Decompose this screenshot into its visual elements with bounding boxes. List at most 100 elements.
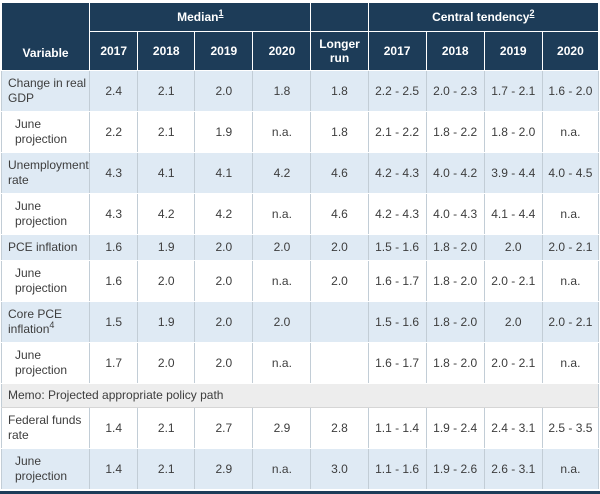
central-tendency-value-cell: 1.1 - 1.4 bbox=[367, 407, 427, 449]
central-tendency-value-cell: 1.8 - 2.0 bbox=[483, 111, 543, 153]
spacer-header-cell bbox=[310, 2, 369, 32]
median-value-cell: 1.6 bbox=[89, 260, 139, 302]
central-tendency-value-cell: 2.4 - 3.1 bbox=[483, 407, 543, 449]
median-value-cell: 2.0 bbox=[252, 301, 312, 343]
central-tendency-value-cell: 1.6 - 1.7 bbox=[367, 342, 427, 384]
row-label: Change in real GDP bbox=[0, 70, 91, 112]
median-value-cell: 4.2 bbox=[252, 152, 312, 194]
central-tendency-value-cell: 2.0 bbox=[483, 234, 543, 261]
median-group-label: Median bbox=[177, 10, 219, 24]
median-value-cell: 4.3 bbox=[89, 193, 139, 235]
table-row: June projection 1.7 2.0 2.0 n.a. 1.6 - 1.7 1.8… bbox=[0, 342, 600, 384]
median-value-cell: 1.6 bbox=[89, 234, 139, 261]
median-group-header: Median1 bbox=[89, 2, 312, 32]
median-value-cell: n.a. bbox=[252, 448, 312, 490]
median-value-cell: 2.4 bbox=[89, 70, 139, 112]
central-tendency-group-header: Central tendency2 bbox=[367, 2, 600, 32]
ct-year-header-2019: 2019 bbox=[483, 31, 543, 71]
median-value-cell: 1.9 bbox=[137, 234, 196, 261]
median-value-cell: 4.6 bbox=[310, 193, 369, 235]
median-value-cell: 1.4 bbox=[89, 448, 139, 490]
table-row: June projection 2.2 2.1 1.9 n.a. 1.8 2.1 - 2.2… bbox=[0, 111, 600, 153]
median-value-cell: 4.1 bbox=[194, 152, 254, 194]
median-value-cell: 4.1 bbox=[137, 152, 196, 194]
table-row: June projection 1.4 2.1 2.9 n.a. 3.0 1.1 - 1.6… bbox=[0, 448, 600, 490]
median-value-cell: 1.9 bbox=[137, 301, 196, 343]
median-value-cell: 2.1 bbox=[137, 111, 196, 153]
footnote-link-1[interactable]: 1 bbox=[218, 8, 224, 18]
median-value-cell: 2.1 bbox=[137, 448, 196, 490]
table-row: Federal funds rate 1.4 2.1 2.7 2.9 2.8 1.1 - 1… bbox=[0, 407, 600, 449]
median-year-header-2019: 2019 bbox=[194, 31, 254, 71]
central-tendency-value-cell: 4.2 - 4.3 bbox=[367, 193, 427, 235]
median-value-cell: n.a. bbox=[252, 193, 312, 235]
median-value-cell: 1.4 bbox=[89, 407, 139, 449]
central-tendency-value-cell: n.a. bbox=[541, 193, 600, 235]
median-year-header-2017: 2017 bbox=[89, 31, 139, 71]
central-tendency-value-cell: 2.1 - 2.2 bbox=[367, 111, 427, 153]
footnote-link-2[interactable]: 2 bbox=[529, 8, 535, 18]
row-label: Unemployment rate bbox=[0, 152, 91, 194]
central-tendency-value-cell: 2.0 - 2.1 bbox=[541, 234, 600, 261]
median-value-cell: 1.7 bbox=[89, 342, 139, 384]
median-value-cell: 2.0 bbox=[310, 234, 369, 261]
median-value-cell: n.a. bbox=[252, 260, 312, 302]
central-tendency-value-cell: 1.9 - 2.4 bbox=[425, 407, 485, 449]
median-value-cell bbox=[310, 301, 369, 343]
row-label: PCE inflation bbox=[0, 234, 91, 261]
central-tendency-value-cell: 1.8 - 2.0 bbox=[425, 301, 485, 343]
median-value-cell bbox=[310, 342, 369, 384]
row-label: June projection bbox=[0, 342, 91, 384]
median-year-header-2018: 2018 bbox=[137, 31, 196, 71]
central-tendency-value-cell: 1.5 - 1.6 bbox=[367, 234, 427, 261]
median-value-cell: 4.2 bbox=[137, 193, 196, 235]
central-tendency-value-cell: n.a. bbox=[541, 260, 600, 302]
median-value-cell: 1.8 bbox=[310, 70, 369, 112]
row-label: Core PCE inflation4 bbox=[0, 301, 91, 343]
row-label: June projection bbox=[0, 111, 91, 153]
variable-column-header: Variable bbox=[0, 2, 91, 71]
median-value-cell: 2.0 bbox=[194, 301, 254, 343]
central-tendency-value-cell: 1.5 - 1.6 bbox=[367, 301, 427, 343]
central-tendency-value-cell: 1.8 - 2.0 bbox=[425, 342, 485, 384]
table-row: Core PCE inflation4 1.5 1.9 2.0 2.0 1.5 - 1.6… bbox=[0, 301, 600, 343]
median-value-cell: 2.0 bbox=[194, 70, 254, 112]
central-tendency-value-cell: 3.9 - 4.4 bbox=[483, 152, 543, 194]
median-value-cell: n.a. bbox=[252, 342, 312, 384]
median-value-cell: 2.0 bbox=[194, 260, 254, 302]
central-tendency-value-cell: 1.9 - 2.6 bbox=[425, 448, 485, 490]
median-value-cell: 2.9 bbox=[252, 407, 312, 449]
memo-label: Memo: Projected appropriate policy path bbox=[1, 383, 599, 408]
median-value-cell: 3.0 bbox=[310, 448, 369, 490]
table-row: PCE inflation 1.6 1.9 2.0 2.0 2.0 1.5 - 1.6 1.8… bbox=[0, 234, 600, 261]
central-tendency-value-cell: 1.8 - 2.0 bbox=[425, 260, 485, 302]
ct-year-header-2017: 2017 bbox=[367, 31, 427, 71]
row-label: June projection bbox=[0, 193, 91, 235]
central-tendency-value-cell: 2.2 - 2.5 bbox=[367, 70, 427, 112]
central-tendency-group-label: Central tendency bbox=[432, 10, 530, 24]
ct-year-header-2018: 2018 bbox=[425, 31, 485, 71]
median-value-cell: 4.6 bbox=[310, 152, 369, 194]
table-bottom-rule bbox=[0, 491, 600, 494]
median-value-cell: 2.0 bbox=[137, 260, 196, 302]
table-row: June projection 4.3 4.2 4.2 n.a. 4.6 4.2 - 4.3… bbox=[0, 193, 600, 235]
memo-row: Memo: Projected appropriate policy path bbox=[1, 383, 599, 408]
central-tendency-value-cell: n.a. bbox=[541, 448, 600, 490]
central-tendency-value-cell: n.a. bbox=[541, 342, 600, 384]
central-tendency-value-cell: 1.6 - 1.7 bbox=[367, 260, 427, 302]
median-value-cell: 2.0 bbox=[310, 260, 369, 302]
median-value-cell: 1.8 bbox=[252, 70, 312, 112]
median-value-cell: 2.8 bbox=[310, 407, 369, 449]
central-tendency-value-cell: 2.0 - 2.3 bbox=[425, 70, 485, 112]
central-tendency-value-cell: 2.0 - 2.1 bbox=[483, 260, 543, 302]
median-value-cell: 2.0 bbox=[194, 234, 254, 261]
central-tendency-value-cell: 1.8 - 2.2 bbox=[425, 111, 485, 153]
median-value-cell: 2.1 bbox=[137, 407, 196, 449]
central-tendency-value-cell: 1.7 - 2.1 bbox=[483, 70, 543, 112]
longer-run-header: Longer run bbox=[310, 31, 369, 71]
central-tendency-value-cell: 4.0 - 4.2 bbox=[425, 152, 485, 194]
median-value-cell: 2.1 bbox=[137, 70, 196, 112]
median-value-cell: 2.7 bbox=[194, 407, 254, 449]
